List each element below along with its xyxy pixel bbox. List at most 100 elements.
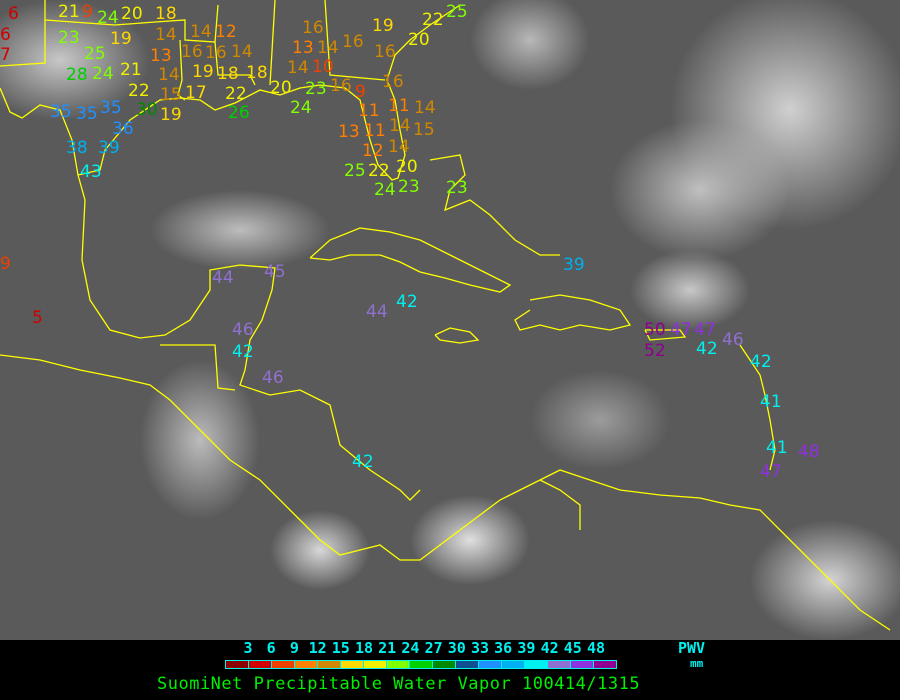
- south-america-coast: [539, 469, 891, 631]
- station-pwv-value: 16: [205, 43, 227, 63]
- station-pwv-value: 23: [58, 28, 80, 48]
- station-pwv-value: 47: [670, 320, 692, 340]
- state-line-3: [269, 0, 276, 86]
- station-pwv-value: 24: [92, 64, 114, 84]
- legend-swatch: [364, 661, 387, 668]
- station-pwv-value: 16: [302, 18, 324, 38]
- legend-tick: 45: [563, 639, 582, 657]
- station-pwv-value: 22: [422, 10, 444, 30]
- station-pwv-value: 18: [155, 4, 177, 24]
- station-pwv-value: 9: [355, 82, 366, 102]
- station-pwv-value: 22: [225, 84, 247, 104]
- station-pwv-value: 36: [112, 119, 134, 139]
- station-pwv-value: 38: [66, 138, 88, 158]
- station-pwv-value: 52: [644, 341, 666, 361]
- station-pwv-value: 48: [798, 442, 820, 462]
- station-pwv-value: 25: [344, 161, 366, 181]
- legend-tick: 27: [424, 639, 443, 657]
- legend-swatch: [387, 661, 410, 668]
- station-pwv-value: 50: [644, 320, 666, 340]
- station-pwv-value: 18: [246, 63, 268, 83]
- legend-tick: 3: [243, 639, 253, 657]
- legend-swatch: [525, 661, 548, 668]
- station-pwv-value: 20: [270, 78, 292, 98]
- station-pwv-value: 11: [358, 101, 380, 121]
- legend-swatch: [226, 661, 249, 668]
- station-pwv-value: 35: [100, 98, 122, 118]
- station-pwv-value: 39: [563, 255, 585, 275]
- station-pwv-value: 16: [181, 42, 203, 62]
- station-pwv-value: 21: [58, 2, 80, 22]
- legend-tick: 12: [308, 639, 327, 657]
- jamaica: [434, 327, 480, 344]
- station-pwv-value: 22: [128, 81, 150, 101]
- state-line-2: [214, 41, 256, 86]
- station-pwv-value: 14: [158, 65, 180, 85]
- station-pwv-value: 6: [8, 4, 19, 24]
- station-pwv-value: 9: [0, 254, 11, 274]
- legend-swatch: [433, 661, 456, 668]
- legend-tick: 18: [354, 639, 374, 657]
- station-pwv-value: 14: [389, 116, 411, 136]
- legend-swatch: [571, 661, 594, 668]
- legend-tick: 30: [447, 639, 466, 657]
- station-pwv-value: 9: [82, 2, 93, 22]
- station-pwv-value: 15: [160, 85, 182, 105]
- station-pwv-value: 25: [446, 2, 468, 22]
- legend-swatch: [410, 661, 433, 668]
- station-pwv-value: 19: [372, 16, 394, 36]
- station-pwv-value: 42: [750, 352, 772, 372]
- station-pwv-value: 24: [290, 98, 312, 118]
- station-pwv-value: 25: [84, 44, 106, 64]
- station-pwv-value: 42: [396, 292, 418, 312]
- legend-swatch: [272, 661, 295, 668]
- station-pwv-value: 23: [398, 177, 420, 197]
- station-pwv-value: 13: [292, 38, 314, 58]
- station-pwv-value: 11: [388, 96, 410, 116]
- bahamas: [429, 154, 560, 256]
- station-pwv-value: 24: [97, 8, 119, 28]
- station-pwv-value: 42: [232, 342, 254, 362]
- station-pwv-value: 11: [364, 121, 386, 141]
- legend-swatch: [502, 661, 525, 668]
- station-pwv-value: 46: [232, 320, 254, 340]
- border-lines: [160, 344, 236, 391]
- station-pwv-value: 7: [0, 45, 11, 65]
- legend-unit: mm: [690, 657, 704, 670]
- station-pwv-value: 30: [136, 100, 158, 120]
- legend-tick: 33: [470, 639, 490, 657]
- station-pwv-value: 19: [110, 29, 132, 49]
- station-pwv-value: 16: [342, 32, 364, 52]
- station-pwv-value: 35: [50, 102, 72, 122]
- satellite-image: 6 6 7 21 9 24 20 19 18 14 14 12 23 25 24 28 21 13 14 16 16 19…: [0, 0, 900, 640]
- state-line-4: [324, 0, 386, 81]
- station-pwv-value: 28: [66, 65, 88, 85]
- legend-swatch: [341, 661, 364, 668]
- station-pwv-value: 45: [264, 262, 286, 282]
- station-pwv-value: 14: [317, 38, 339, 58]
- station-pwv-value: 14: [155, 25, 177, 45]
- station-pwv-value: 6: [0, 25, 11, 45]
- station-pwv-value: 39: [98, 138, 120, 158]
- station-pwv-value: 19: [160, 105, 182, 125]
- station-pwv-value: 13: [338, 122, 360, 142]
- station-pwv-value: 26: [228, 103, 250, 123]
- station-pwv-value: 41: [760, 392, 782, 412]
- station-pwv-value: 19: [192, 62, 214, 82]
- legend-swatch: [456, 661, 479, 668]
- station-pwv-value: 20: [396, 157, 418, 177]
- legend-tick: 9: [289, 639, 299, 657]
- coastlines: [0, 0, 891, 631]
- station-pwv-value: 20: [408, 30, 430, 50]
- cuba: [309, 227, 512, 293]
- central-america-pacific: [0, 354, 581, 561]
- station-pwv-value: 15: [413, 120, 435, 140]
- station-pwv-value: 12: [362, 141, 384, 161]
- legend-tick: 42: [540, 639, 559, 657]
- station-pwv-value: 44: [366, 302, 388, 322]
- legend-tick: 36: [494, 639, 513, 657]
- hispaniola: [514, 294, 632, 331]
- gulf-coast-us: [0, 4, 461, 181]
- station-pwv-value: 20: [121, 4, 143, 24]
